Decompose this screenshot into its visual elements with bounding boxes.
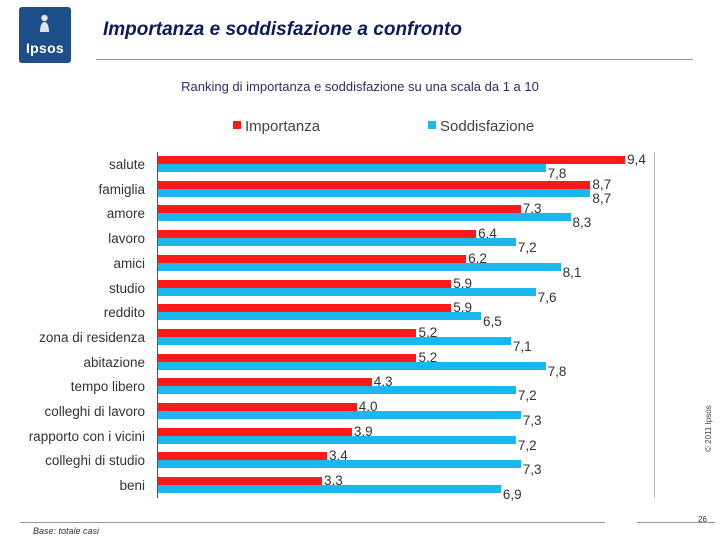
value-label-importanza: 6,4 bbox=[478, 226, 497, 242]
legend-importanza: Importanza bbox=[233, 118, 320, 135]
bar-soddisfazione bbox=[158, 262, 561, 271]
value-label-importanza: 9,4 bbox=[627, 152, 646, 167]
legend-label-soddisfazione: Soddisfazione bbox=[440, 118, 535, 135]
category-label: reddito bbox=[103, 305, 145, 321]
category-label: abitazione bbox=[83, 354, 145, 370]
value-label-soddisfazione: 7,2 bbox=[517, 388, 537, 404]
category-label: zona di residenza bbox=[39, 329, 145, 345]
value-label-importanza: 8,7 bbox=[592, 176, 612, 192]
bar-soddisfazione bbox=[158, 361, 546, 370]
copyright-notice: © 2011 Ipsos bbox=[704, 405, 713, 452]
category-label: studio bbox=[108, 280, 145, 296]
footer-divider-right bbox=[637, 522, 715, 523]
bar-soddisfazione bbox=[158, 238, 516, 247]
category-label: colleghi di lavoro bbox=[44, 404, 145, 419]
logo-wordmark: Ipsos bbox=[25, 40, 65, 56]
bar-importanza bbox=[158, 477, 322, 486]
value-label-soddisfazione: 6,9 bbox=[502, 487, 522, 503]
bar-soddisfazione bbox=[158, 485, 501, 494]
bar-soddisfazione bbox=[158, 213, 571, 222]
value-label-importanza: 4,0 bbox=[358, 399, 378, 414]
legend-swatch-soddisfazione bbox=[428, 121, 436, 129]
value-label-importanza: 3,3 bbox=[324, 473, 343, 489]
bar-importanza bbox=[158, 254, 467, 263]
category-label: colleghi di studio bbox=[45, 453, 145, 469]
bar-importanza bbox=[158, 180, 591, 189]
bar-importanza bbox=[158, 378, 372, 387]
bar-soddisfazione bbox=[158, 188, 591, 197]
value-label-soddisfazione: 7,2 bbox=[517, 437, 537, 453]
bar-importanza bbox=[158, 452, 327, 461]
bar-importanza bbox=[158, 427, 352, 436]
bar-soddisfazione bbox=[158, 312, 482, 321]
category-label: rapporto con i vicini bbox=[28, 428, 145, 444]
bar-soddisfazione bbox=[158, 435, 516, 444]
category-label: amore bbox=[106, 206, 145, 222]
category-label: famiglia bbox=[98, 181, 145, 197]
value-label-soddisfazione: 6,5 bbox=[483, 314, 502, 330]
category-label: salute bbox=[108, 157, 145, 172]
value-label-importanza: 5,9 bbox=[453, 300, 472, 316]
ipsos-figure-icon bbox=[40, 14, 49, 32]
value-label-soddisfazione: 7,8 bbox=[547, 363, 567, 379]
legend-soddisfazione: Soddisfazione bbox=[428, 118, 534, 135]
value-label-importanza: 3,9 bbox=[353, 423, 373, 439]
bar-importanza bbox=[158, 230, 477, 239]
value-label-soddisfazione: 7,8 bbox=[547, 166, 567, 181]
value-label-importanza: 7,3 bbox=[522, 201, 542, 217]
value-label-soddisfazione: 8,3 bbox=[572, 215, 592, 231]
category-label: lavoro bbox=[108, 231, 145, 247]
bar-soddisfazione bbox=[158, 336, 511, 345]
legend-label-importanza: Importanza bbox=[245, 118, 321, 135]
bar-soddisfazione bbox=[158, 386, 516, 395]
value-label-soddisfazione: 8,7 bbox=[592, 190, 612, 206]
value-label-importanza: 4,3 bbox=[373, 374, 393, 390]
bar-importanza bbox=[158, 156, 626, 164]
plot-area bbox=[157, 152, 655, 498]
bar-soddisfazione bbox=[158, 460, 521, 469]
value-label-importanza: 6,2 bbox=[468, 250, 487, 266]
value-label-importanza: 5,2 bbox=[418, 324, 438, 340]
value-label-importanza: 5,9 bbox=[453, 275, 472, 291]
slide-title: Importanza e soddisfazione a confronto bbox=[103, 19, 462, 40]
bar-soddisfazione bbox=[158, 164, 546, 172]
category-label: amici bbox=[113, 255, 145, 271]
category-label: tempo libero bbox=[70, 379, 145, 395]
ipsos-logo: Ipsos bbox=[19, 7, 71, 63]
value-label-importanza: 3,4 bbox=[328, 448, 348, 464]
bar-soddisfazione bbox=[158, 411, 521, 419]
value-label-soddisfazione: 7,3 bbox=[522, 413, 542, 428]
bar-soddisfazione bbox=[158, 287, 536, 296]
legend-swatch-importanza bbox=[233, 121, 241, 129]
bar-importanza bbox=[158, 328, 417, 337]
bar-importanza bbox=[158, 304, 452, 313]
bar-importanza bbox=[158, 205, 521, 214]
page-number: 26 bbox=[698, 515, 707, 524]
value-label-soddisfazione: 8,1 bbox=[562, 264, 582, 280]
title-divider bbox=[96, 59, 693, 60]
base-note: Base: totale casi bbox=[33, 526, 100, 536]
bar-importanza bbox=[158, 353, 417, 362]
value-label-soddisfazione: 7,6 bbox=[537, 289, 557, 305]
bar-importanza bbox=[158, 403, 357, 411]
value-label-soddisfazione: 7,1 bbox=[512, 338, 532, 354]
category-label: beni bbox=[119, 478, 145, 494]
value-label-importanza: 5,2 bbox=[418, 349, 438, 365]
chart-title: Ranking di importanza e soddisfazione su… bbox=[181, 79, 539, 94]
y-axis-line bbox=[157, 152, 158, 498]
bar-importanza bbox=[158, 279, 452, 288]
value-label-soddisfazione: 7,3 bbox=[522, 462, 542, 478]
value-label-soddisfazione: 7,2 bbox=[517, 240, 537, 256]
footer-divider bbox=[20, 522, 605, 523]
